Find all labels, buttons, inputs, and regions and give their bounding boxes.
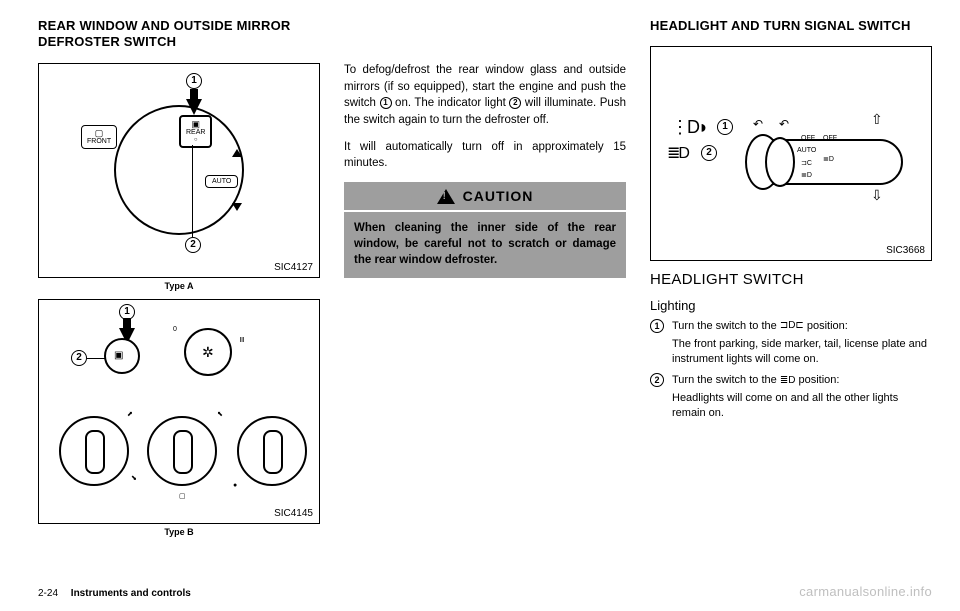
figure-type-b: 1 2 ▣ ✲ 0 Ⅲ <box>38 299 320 524</box>
page-number: 2-24 <box>38 588 58 599</box>
diagram-type-a: ▢ FRONT ▣ REAR ○ AUTO 1 2 <box>49 75 309 255</box>
mode-knob-center <box>147 416 217 486</box>
caution-label: CAUTION <box>463 188 534 204</box>
section-name: Instruments and controls <box>71 588 191 599</box>
defrost-knob: ▣ <box>104 338 140 374</box>
figure-headlight: ⋮D◗ ≣D 1 2 OFF AUTO OFF ⊐C ≣D ≣D ⇧ ⇩ <box>650 46 932 261</box>
page-footer: 2-24 Instruments and controls <box>38 588 191 599</box>
section-title-defroster: REAR WINDOW AND OUTSIDE MIRROR DEFROSTER… <box>38 18 320 51</box>
front-defrost-button: ▢ FRONT <box>81 125 117 149</box>
high-beam-icon: ≣D <box>667 143 688 163</box>
figure-type-a: ▢ FRONT ▣ REAR ○ AUTO 1 2 SIC4127 <box>38 63 320 278</box>
column-left: REAR WINDOW AND OUTSIDE MIRROR DEFROSTER… <box>38 18 320 578</box>
arrow-icon <box>186 99 202 115</box>
figure-code: SIC4127 <box>274 262 313 273</box>
caution-text: When cleaning the inner side of the rear… <box>344 212 626 278</box>
callout-ref-1: 1 <box>380 97 392 109</box>
lighting-list: 1 Turn the switch to the ⊐D⊏ position: T… <box>650 319 932 427</box>
defroster-paragraph-1: To defog/defrost the rear window glass a… <box>344 62 626 129</box>
parking-light-icon: ⊐D⊏ <box>780 319 804 333</box>
headlight-icon: ≣D <box>780 374 796 388</box>
headlight-stalk: OFF AUTO OFF ⊐C ≣D ≣D ⇧ ⇩ ↶ ↶ <box>723 129 893 189</box>
figure-code: SIC4145 <box>274 508 313 519</box>
caution-banner: CAUTION <box>344 182 626 210</box>
item-number: 2 <box>650 373 664 387</box>
figure-code: SIC3668 <box>886 245 925 256</box>
callout-2: 2 <box>185 237 201 253</box>
mode-knob-left <box>59 416 129 486</box>
defroster-paragraph-2: It will automatically turn off in approx… <box>344 139 626 172</box>
callout-2b: 2 <box>71 350 87 366</box>
item-number: 1 <box>650 319 664 333</box>
mode-knob-right <box>237 416 307 486</box>
column-center: To defog/defrost the rear window glass a… <box>344 18 626 578</box>
column-right: HEADLIGHT AND TURN SIGNAL SWITCH ⋮D◗ ≣D … <box>650 18 932 578</box>
figure-caption-b: Type B <box>38 527 320 537</box>
list-item: 2 Turn the switch to the ≣D position: He… <box>650 373 932 421</box>
low-beam-icon: ⋮D◗ <box>671 117 707 138</box>
list-item: 1 Turn the switch to the ⊐D⊏ position: T… <box>650 319 932 367</box>
figure-caption-a: Type A <box>38 281 320 291</box>
fan-knob: ✲ <box>184 328 232 376</box>
warning-icon <box>437 189 455 204</box>
heading-lighting: Lighting <box>650 298 932 313</box>
auto-button: AUTO <box>205 175 238 188</box>
heading-headlight-switch: HEADLIGHT SWITCH <box>650 271 932 288</box>
diagram-headlight: ⋮D◗ ≣D 1 2 OFF AUTO OFF ⊐C ≣D ≣D ⇧ ⇩ <box>661 59 921 239</box>
callout-ref-2: 2 <box>509 97 521 109</box>
callout-h2: 2 <box>701 145 717 161</box>
diagram-type-b: 1 2 ▣ ✲ 0 Ⅲ <box>49 306 309 506</box>
callout-1: 1 <box>186 73 202 89</box>
section-title-headlight: HEADLIGHT AND TURN SIGNAL SWITCH <box>650 18 932 34</box>
watermark: carmanualsonline.info <box>799 584 932 599</box>
rear-defrost-button: ▣ REAR ○ <box>179 115 212 148</box>
